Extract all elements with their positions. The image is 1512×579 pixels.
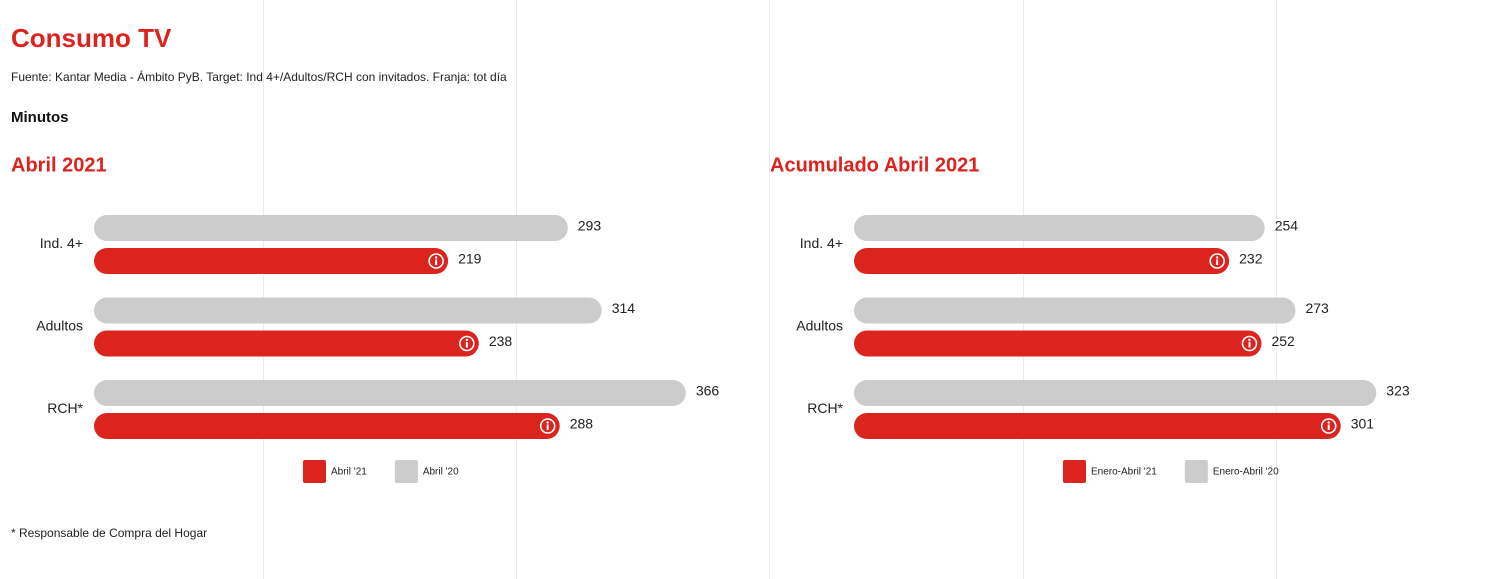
info-icon-stem [546,424,549,430]
bar [94,413,560,439]
info-icon [459,335,475,352]
bar [854,330,1262,357]
bar [94,215,568,241]
info-icon [1209,253,1225,269]
value-label: 288 [570,416,594,432]
info-icon-stem [465,342,468,348]
legend-label: Enero-Abril '21 [1091,467,1157,478]
bar [94,297,602,324]
bar [854,215,1265,241]
value-label: 252 [1271,333,1295,349]
info-icon [1241,335,1258,352]
unit-label: Minutos [11,109,69,126]
bar [94,248,449,274]
category-label: RCH* [807,400,843,416]
value-label: 238 [489,333,513,349]
category-label: Ind. 4+ [40,235,83,251]
legend-swatch [394,460,418,483]
value-label: 366 [696,383,720,399]
info-icon-stem [1216,259,1219,265]
bar [94,330,479,357]
info-icon-dot [434,256,438,259]
bar [854,297,1296,324]
info-icon [428,253,444,269]
value-label: 323 [1386,383,1410,399]
category-label: Ind. 4+ [800,235,843,251]
category-label: Adultos [36,318,83,334]
info-icon-stem [1248,342,1251,348]
legend-label: Enero-Abril '20 [1213,467,1279,478]
info-icon-stem [435,259,438,265]
value-label: 219 [458,251,482,267]
legend-swatch [303,460,326,483]
bar [854,413,1341,439]
legend-label: Abril '21 [331,467,367,478]
info-icon-dot [1215,256,1219,259]
info-icon [539,418,556,434]
chart-title: Acumulado Abril 2021 [770,154,979,176]
page-grid [263,0,1277,579]
info-icon-dot [546,421,549,424]
info-icon-dot [465,338,469,342]
value-label: 314 [612,300,636,316]
legend-label: Abril '20 [423,467,459,478]
bar [854,380,1377,406]
page-title: Consumo TV [11,23,172,53]
value-label: 254 [1275,218,1299,234]
value-label: 232 [1239,251,1263,267]
legend-swatch [1184,460,1208,483]
value-label: 293 [578,218,602,234]
source: Fuente: Kantar Media - Ámbito PyB. Targe… [11,69,507,84]
category-label: RCH* [47,400,83,416]
value-label: 273 [1305,300,1329,316]
info-icon-dot [1327,421,1330,424]
legend-swatch [1063,460,1086,483]
info-icon-stem [1327,424,1330,430]
bar [94,380,686,406]
footnote: * Responsable de Compra del Hogar [11,526,207,540]
chart-title: Abril 2021 [11,154,107,176]
category-label: Adultos [796,318,843,334]
bar [854,248,1230,274]
value-label: 301 [1351,416,1375,432]
info-icon-dot [1248,338,1251,342]
info-icon [1320,418,1337,434]
